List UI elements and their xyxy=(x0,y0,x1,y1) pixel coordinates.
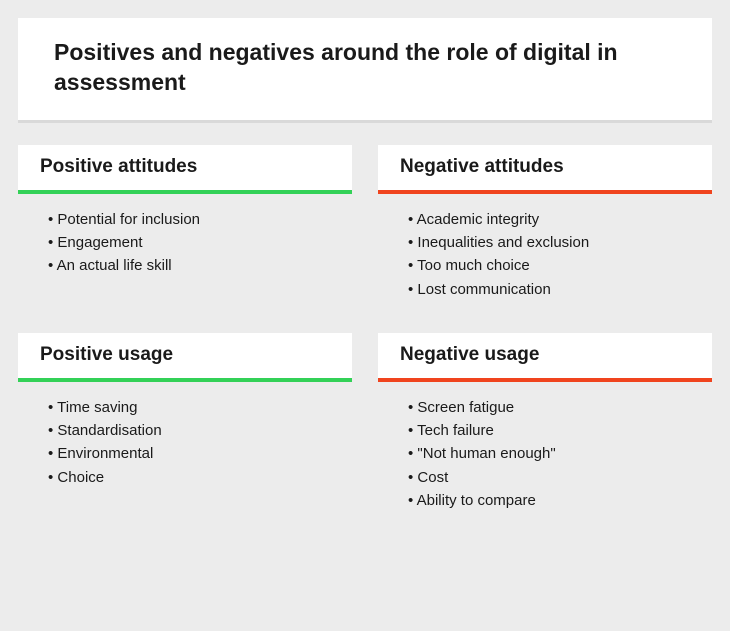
list-item: An actual life skill xyxy=(48,254,330,277)
cards-grid: Positive attitudes Potential for inclusi… xyxy=(18,145,712,518)
list-item: Standardisation xyxy=(48,419,330,442)
item-list: Academic integrity Inequalities and excl… xyxy=(408,208,690,301)
card-header: Negative attitudes xyxy=(378,145,712,194)
card-positive-attitudes: Positive attitudes Potential for inclusi… xyxy=(18,145,352,307)
page-title: Positives and negatives around the role … xyxy=(54,38,676,98)
card-header: Positive attitudes xyxy=(18,145,352,194)
card-body: Screen fatigue Tech failure "Not human e… xyxy=(378,382,712,518)
card-body: Academic integrity Inequalities and excl… xyxy=(378,194,712,307)
list-item: "Not human enough" xyxy=(408,442,690,465)
card-body: Time saving Standardisation Environmenta… xyxy=(18,382,352,495)
card-negative-attitudes: Negative attitudes Academic integrity In… xyxy=(378,145,712,307)
list-item: Lost communication xyxy=(408,278,690,301)
item-list: Screen fatigue Tech failure "Not human e… xyxy=(408,396,690,512)
item-list: Time saving Standardisation Environmenta… xyxy=(48,396,330,489)
list-item: Choice xyxy=(48,466,330,489)
card-header: Positive usage xyxy=(18,333,352,382)
list-item: Ability to compare xyxy=(408,489,690,512)
card-header: Negative usage xyxy=(378,333,712,382)
list-item: Cost xyxy=(408,466,690,489)
list-item: Too much choice xyxy=(408,254,690,277)
card-positive-usage: Positive usage Time saving Standardisati… xyxy=(18,333,352,518)
card-body: Potential for inclusion Engagement An ac… xyxy=(18,194,352,284)
list-item: Academic integrity xyxy=(408,208,690,231)
item-list: Potential for inclusion Engagement An ac… xyxy=(48,208,330,278)
card-negative-usage: Negative usage Screen fatigue Tech failu… xyxy=(378,333,712,518)
list-item: Screen fatigue xyxy=(408,396,690,419)
list-item: Environmental xyxy=(48,442,330,465)
list-item: Tech failure xyxy=(408,419,690,442)
list-item: Engagement xyxy=(48,231,330,254)
title-band: Positives and negatives around the role … xyxy=(18,18,712,123)
list-item: Inequalities and exclusion xyxy=(408,231,690,254)
list-item: Time saving xyxy=(48,396,330,419)
list-item: Potential for inclusion xyxy=(48,208,330,231)
